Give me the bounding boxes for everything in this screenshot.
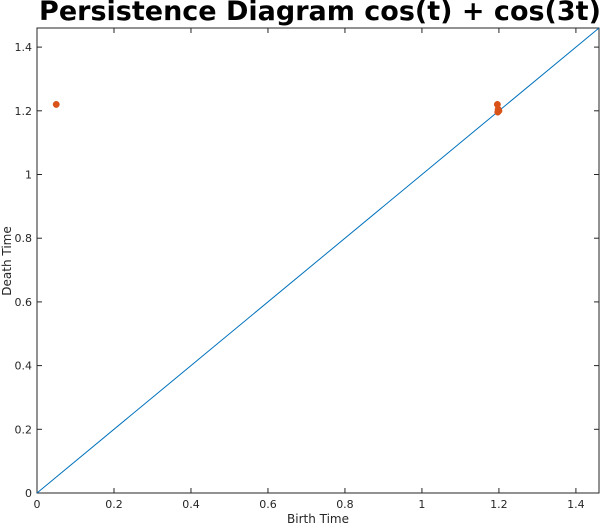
persistence-point — [494, 108, 502, 116]
x-tick-label: 1.2 — [490, 498, 508, 511]
x-axis-ticks: 0 0.2 0.4 0.6 0.8 1 1.2 1.4 — [34, 28, 585, 511]
x-tick-label: 0.6 — [259, 498, 277, 511]
x-tick-label: 1 — [418, 498, 425, 511]
x-tick-label: 1.4 — [567, 498, 585, 511]
y-tick-label: 1.2 — [15, 105, 33, 118]
y-axis-label: Death Time — [0, 226, 14, 295]
chart-title: Persistence Diagram cos(t) + cos(3t) — [39, 0, 600, 27]
y-tick-label: 0.8 — [15, 232, 33, 245]
x-tick-label: 0.8 — [336, 498, 354, 511]
y-tick-label: 1 — [25, 169, 32, 182]
x-tick-label: 0 — [34, 498, 41, 511]
persistence-point — [52, 100, 60, 108]
diagonal-layer — [36, 27, 600, 494]
diagonal-line — [36, 27, 600, 494]
y-tick-label: 0.4 — [15, 360, 33, 373]
y-tick-label: 0 — [25, 487, 32, 500]
x-axis-label: Birth Time — [287, 512, 349, 524]
y-tick-label: 0.6 — [15, 296, 33, 309]
x-tick-label: 0.2 — [105, 498, 123, 511]
x-tick-label: 0.4 — [182, 498, 200, 511]
y-tick-label: 1.4 — [15, 41, 33, 54]
y-axis-ticks: 0 0.2 0.4 0.6 0.8 1 1.2 1.4 — [15, 41, 599, 500]
points-layer — [52, 100, 503, 116]
y-tick-label: 0.2 — [15, 423, 33, 436]
